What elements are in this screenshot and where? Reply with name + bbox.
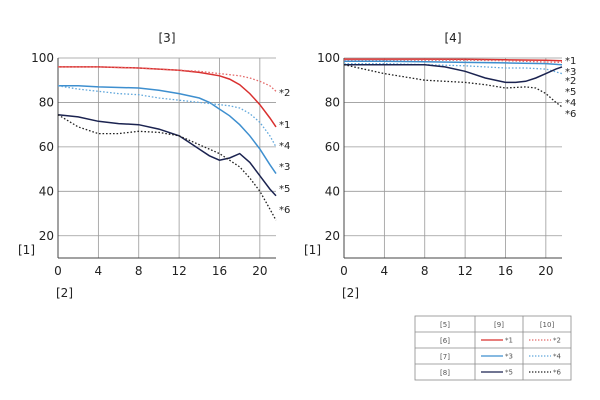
x-axis-label: [2] bbox=[56, 286, 73, 300]
series-end-label: *3 bbox=[279, 162, 290, 173]
x-tick-label: 12 bbox=[171, 264, 186, 278]
legend-header-cell: [5] bbox=[440, 321, 450, 329]
y-tick-label: 100 bbox=[317, 51, 340, 65]
x-tick-label: 16 bbox=[498, 264, 513, 278]
legend-dotted-name: *6 bbox=[553, 369, 562, 377]
series-end-label: *5 bbox=[565, 87, 576, 98]
series-line-1 bbox=[58, 66, 277, 128]
series-line-2 bbox=[58, 66, 277, 92]
y-tick-label: 20 bbox=[325, 229, 340, 243]
x-tick-label: 4 bbox=[95, 264, 103, 278]
y-tick-label: 60 bbox=[39, 140, 54, 154]
legend-table: [5] [9] [10] [6] *1 *2 [7] *3 *4 [8] *5 *6 bbox=[414, 315, 572, 381]
legend-solid-name: *3 bbox=[505, 353, 513, 361]
legend-row-label: [6] bbox=[440, 337, 450, 345]
y-tick-label: 40 bbox=[325, 184, 340, 198]
legend-dotted-name: *2 bbox=[553, 337, 561, 345]
x-tick-label: 4 bbox=[381, 264, 389, 278]
series-end-label: *6 bbox=[279, 205, 290, 216]
mtf-chart-1: [3] 0 4 8 12 16 20 20 40 60 80 100 [1] [2] *1 *2 *3 *4 *5 *… bbox=[18, 31, 290, 300]
y-axis-label: [1] bbox=[18, 243, 35, 257]
x-tick-label: 16 bbox=[212, 264, 227, 278]
x-tick-label: 20 bbox=[538, 264, 553, 278]
y-tick-label: 80 bbox=[325, 95, 340, 109]
x-tick-label: 8 bbox=[421, 264, 429, 278]
series-end-label: *1 bbox=[565, 56, 576, 67]
y-tick-label: 20 bbox=[39, 229, 54, 243]
series-end-label: *6 bbox=[565, 109, 576, 120]
y-tick-label: 100 bbox=[31, 51, 54, 65]
legend-solid-name: *1 bbox=[505, 337, 513, 345]
series-end-label: *2 bbox=[279, 88, 290, 99]
series-end-label: *3 bbox=[565, 67, 576, 78]
series-end-label: *4 bbox=[565, 98, 576, 109]
legend-header-cell: [9] bbox=[494, 321, 504, 329]
y-tick-label: 40 bbox=[39, 184, 54, 198]
legend-row-label: [8] bbox=[440, 369, 450, 377]
legend-solid-name: *5 bbox=[505, 369, 513, 377]
legend-dotted-name: *4 bbox=[553, 353, 562, 361]
chart-title: [3] bbox=[159, 31, 176, 45]
series-line-1 bbox=[344, 58, 563, 62]
x-tick-label: 0 bbox=[54, 264, 62, 278]
legend-header-cell: [10] bbox=[540, 321, 555, 329]
series-end-label: *2 bbox=[565, 76, 576, 87]
legend-row-label: [7] bbox=[440, 353, 450, 361]
y-axis-label: [1] bbox=[304, 243, 321, 257]
series-line-3 bbox=[58, 85, 277, 175]
series-line-5 bbox=[57, 113, 277, 197]
chart-title: [4] bbox=[445, 31, 462, 45]
x-axis-label: [2] bbox=[342, 286, 359, 300]
series-line-4 bbox=[57, 85, 277, 148]
series-line-6 bbox=[57, 114, 277, 221]
x-tick-label: 0 bbox=[340, 264, 348, 278]
series-end-label: *4 bbox=[279, 141, 290, 152]
mtf-chart-2: [4] 0 4 8 12 16 20 20 40 60 80 100 [1] [2] *1 *2*3 *4*5 *… bbox=[304, 31, 576, 300]
series-line-5 bbox=[344, 63, 563, 84]
y-tick-label: 60 bbox=[325, 140, 340, 154]
x-tick-label: 12 bbox=[457, 264, 472, 278]
series-line-6 bbox=[343, 64, 563, 108]
series-end-label: *1 bbox=[279, 120, 290, 131]
y-tick-label: 80 bbox=[39, 95, 54, 109]
series-end-label: *5 bbox=[279, 184, 290, 195]
x-tick-label: 8 bbox=[135, 264, 143, 278]
series-line-3 bbox=[344, 60, 563, 66]
x-tick-label: 20 bbox=[252, 264, 267, 278]
